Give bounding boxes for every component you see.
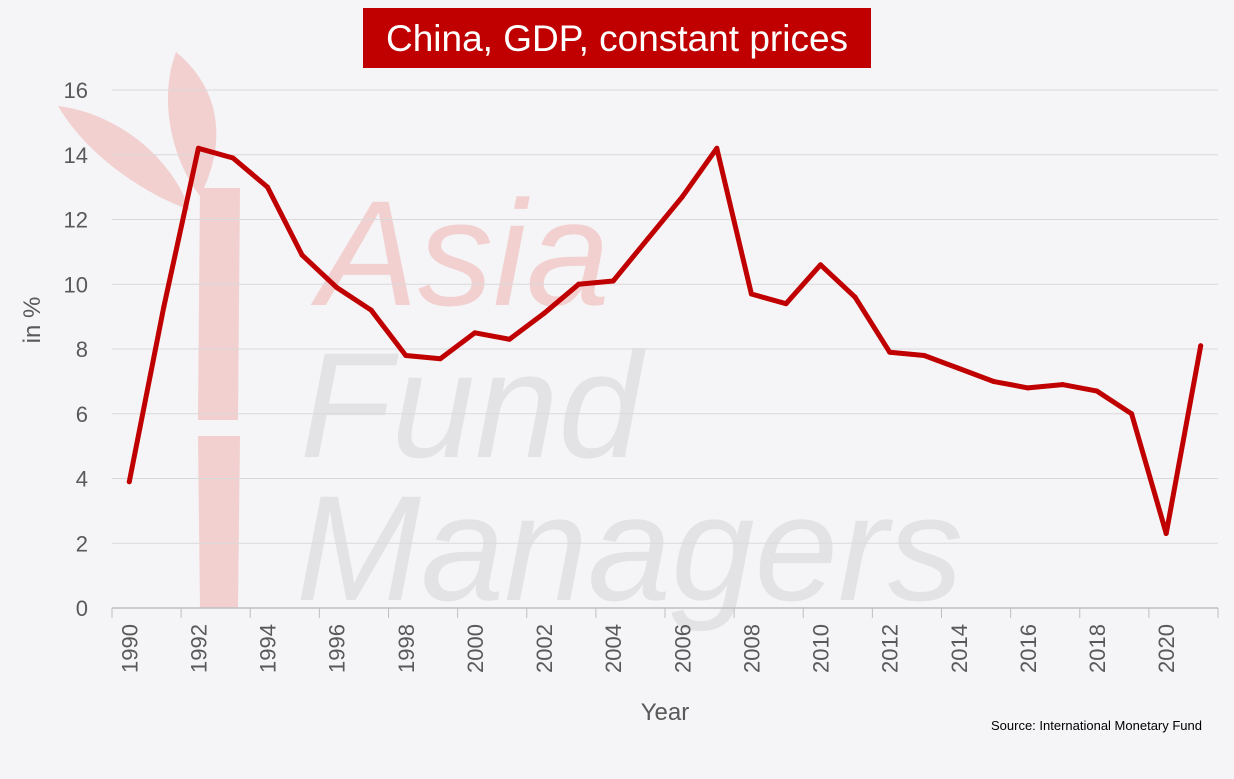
y-tick-label: 12 (64, 208, 88, 233)
watermark-stalk-lower (198, 436, 240, 608)
gdp-growth-line (126, 145, 1204, 536)
y-axis-title: in % (19, 297, 46, 344)
data-point (1094, 388, 1100, 394)
chart-title: China, GDP, constant prices (385, 17, 849, 59)
data-point (783, 301, 789, 307)
source-note: Source: International Monetary Fund (990, 718, 1202, 733)
y-tick-label: 8 (76, 337, 88, 362)
y-tick-label: 6 (76, 402, 88, 427)
x-tick-label: 2002 (532, 624, 557, 673)
data-point (956, 365, 962, 371)
x-tick-label: 2014 (947, 624, 972, 673)
series-group (126, 145, 1204, 537)
x-tick-label: 2020 (1154, 624, 1179, 673)
x-tick-label: 1998 (394, 624, 419, 673)
x-tick-label: 2004 (601, 624, 626, 673)
x-tick-label: 2006 (670, 624, 695, 673)
data-point (679, 194, 685, 200)
data-point (403, 352, 409, 358)
data-point (887, 349, 893, 355)
data-point (1198, 343, 1204, 349)
data-point (334, 284, 340, 290)
data-point (265, 184, 271, 190)
data-point (990, 378, 996, 384)
data-point (1129, 411, 1135, 417)
chart-title-box: China, GDP, constant prices (363, 8, 871, 68)
data-point (610, 278, 616, 284)
data-point (299, 252, 305, 258)
data-point (576, 281, 582, 287)
y-tick-label: 16 (64, 78, 88, 103)
data-point (1163, 531, 1169, 537)
y-tick-label: 0 (76, 596, 88, 621)
data-point (472, 330, 478, 336)
x-axis-tick-labels: 1990 1992 1994 1996 1998 2000 2002 2004 2006 2008… (117, 624, 1179, 673)
y-tick-label: 2 (76, 531, 88, 556)
data-point (161, 304, 167, 310)
x-tick-label: 2012 (878, 624, 903, 673)
x-tick-label: 2000 (463, 624, 488, 673)
x-tick-label: 1990 (117, 624, 142, 673)
x-tick-label: 1992 (186, 624, 211, 673)
watermark-word-3: Managers (296, 464, 963, 632)
x-tick-label: 2016 (1016, 624, 1041, 673)
data-point (714, 145, 720, 151)
data-point (230, 155, 236, 161)
data-point (748, 291, 754, 297)
data-point (1059, 382, 1065, 388)
x-tick-label: 2018 (1085, 624, 1110, 673)
data-point (818, 262, 824, 268)
x-tick-label: 1994 (256, 624, 281, 673)
x-axis-title: Year (641, 699, 690, 726)
watermark-leaf-right (167, 52, 217, 196)
watermark-word-1: Asia (310, 169, 610, 337)
watermark-leaf-left (58, 106, 190, 210)
data-point (541, 310, 547, 316)
watermark-logo: Asia Fund Managers (58, 52, 963, 632)
y-tick-label: 4 (76, 467, 88, 492)
watermark-stalk-upper (198, 188, 240, 420)
y-axis-tick-labels: 0 2 4 6 8 10 12 14 16 (64, 78, 88, 621)
data-point (506, 336, 512, 342)
data-point (921, 352, 927, 358)
x-tick-label: 2008 (739, 624, 764, 673)
x-tick-label: 1996 (325, 624, 350, 673)
data-point (368, 307, 374, 313)
y-tick-label: 10 (64, 272, 88, 297)
data-point (437, 356, 443, 362)
y-tick-label: 14 (64, 143, 88, 168)
data-point (1025, 385, 1031, 391)
data-point (126, 479, 132, 485)
data-point (195, 145, 201, 151)
data-point (645, 236, 651, 242)
data-point (852, 294, 858, 300)
x-tick-label: 2010 (809, 624, 834, 673)
